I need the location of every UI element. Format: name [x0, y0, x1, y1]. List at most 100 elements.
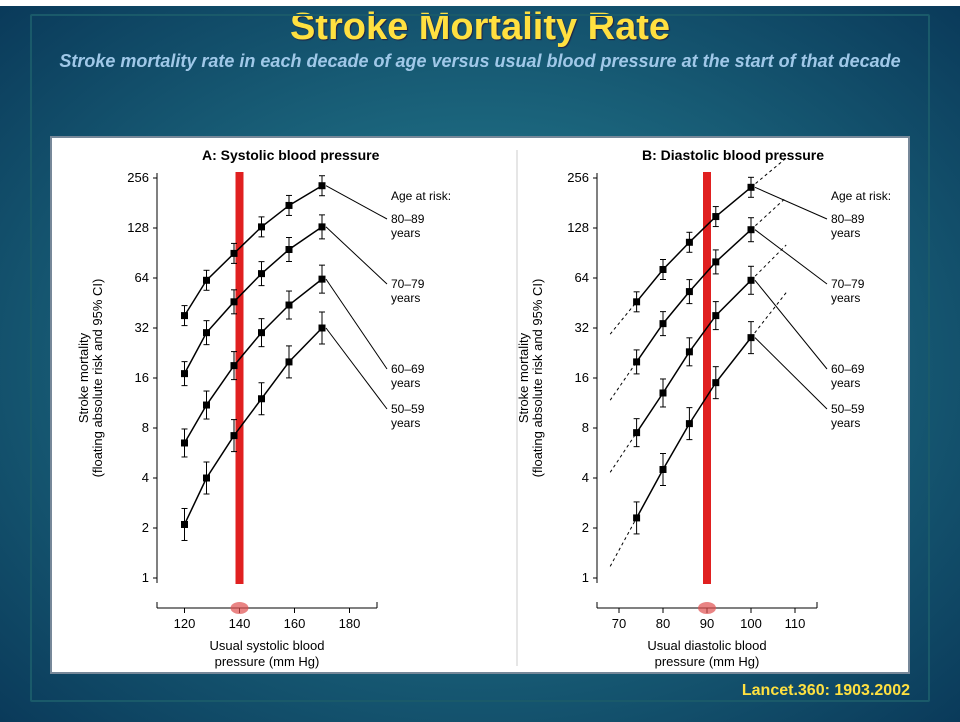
legend-header: Age at risk:: [831, 189, 891, 203]
data-marker: [712, 312, 719, 319]
series-line: [637, 280, 751, 432]
legend-label: years: [831, 416, 860, 430]
data-marker: [181, 439, 188, 446]
data-marker: [748, 184, 755, 191]
y-tick-label: 256: [567, 170, 589, 185]
data-marker: [660, 266, 667, 273]
y-tick-label: 1: [582, 570, 589, 585]
data-marker: [286, 246, 293, 253]
legend-label: years: [831, 376, 860, 390]
data-marker: [258, 395, 265, 402]
y-tick-label: 128: [567, 220, 589, 235]
slide: Stroke Mortality Rate Stroke mortality r…: [0, 6, 960, 722]
y-tick-label: 4: [582, 470, 589, 485]
citation: Lancet.360: 1903.2002: [742, 682, 910, 700]
x-tick-label: 140: [229, 616, 251, 631]
data-marker: [181, 370, 188, 377]
y-tick-label: 4: [142, 470, 149, 485]
y-tick-label: 1: [142, 570, 149, 585]
legend-label: 80–89: [831, 212, 865, 226]
data-marker: [686, 288, 693, 295]
y-tick-label: 2: [582, 520, 589, 535]
data-marker: [231, 298, 238, 305]
data-marker: [286, 358, 293, 365]
x-tick-label: 100: [740, 616, 762, 631]
data-marker: [286, 202, 293, 209]
legend-label: 80–89: [391, 212, 425, 226]
y-tick-label: 2: [142, 520, 149, 535]
series-line: [185, 279, 323, 443]
y-tick-label: 64: [135, 270, 149, 285]
series-line: [637, 338, 751, 518]
highlight-bar: [703, 172, 711, 584]
legend-header: Age at risk:: [391, 189, 451, 203]
legend-label: years: [391, 226, 420, 240]
y-axis-sublabel: (floating absolute risk and 95% CI): [90, 279, 105, 478]
legend-label: 60–69: [831, 362, 865, 376]
y-tick-label: 16: [575, 370, 589, 385]
x-tick-label: 180: [339, 616, 361, 631]
data-marker: [203, 402, 210, 409]
data-marker: [203, 475, 210, 482]
x-axis-label: pressure (mm Hg): [655, 654, 760, 669]
legend-label: 70–79: [391, 277, 425, 291]
x-tick-label: 70: [612, 616, 626, 631]
series-line: [185, 328, 323, 524]
x-tick-label: 80: [656, 616, 670, 631]
legend-label: years: [391, 291, 420, 305]
legend-label: years: [831, 291, 860, 305]
y-tick-label: 8: [142, 420, 149, 435]
series-line: [185, 227, 323, 374]
data-marker: [181, 312, 188, 319]
data-marker: [258, 329, 265, 336]
data-marker: [686, 420, 693, 427]
data-marker: [286, 302, 293, 309]
panel-title: B: Diastolic blood pressure: [642, 147, 824, 163]
data-marker: [712, 379, 719, 386]
data-marker: [660, 320, 667, 327]
x-tick-label: 110: [785, 616, 806, 631]
data-marker: [231, 432, 238, 439]
data-marker: [319, 276, 326, 283]
mortality-chart: A: Systolic blood pressure12481632641282…: [52, 138, 912, 676]
data-marker: [748, 226, 755, 233]
legend-label: 70–79: [831, 277, 865, 291]
highlight-dot: [698, 602, 716, 614]
data-marker: [203, 277, 210, 284]
data-marker: [660, 389, 667, 396]
data-marker: [748, 277, 755, 284]
legend-label: years: [831, 226, 860, 240]
y-tick-label: 128: [127, 220, 149, 235]
data-marker: [319, 223, 326, 230]
y-tick-label: 8: [582, 420, 589, 435]
data-marker: [258, 223, 265, 230]
series-line: [637, 230, 751, 362]
data-marker: [712, 213, 719, 220]
data-marker: [203, 329, 210, 336]
x-axis-label: pressure (mm Hg): [215, 654, 320, 669]
data-marker: [319, 182, 326, 189]
x-tick-label: 90: [700, 616, 714, 631]
y-tick-label: 256: [127, 170, 149, 185]
data-marker: [660, 466, 667, 473]
x-axis-label: Usual systolic blood: [210, 638, 325, 653]
data-marker: [633, 298, 640, 305]
data-marker: [633, 358, 640, 365]
legend-label: years: [391, 376, 420, 390]
data-marker: [181, 521, 188, 528]
y-axis-label: Stroke mortality: [516, 332, 531, 423]
data-marker: [319, 325, 326, 332]
legend-label: 50–59: [391, 402, 425, 416]
x-tick-label: 160: [284, 616, 306, 631]
highlight-bar: [236, 172, 244, 584]
data-marker: [748, 334, 755, 341]
data-marker: [258, 270, 265, 277]
data-marker: [633, 429, 640, 436]
panel-title: A: Systolic blood pressure: [202, 147, 380, 163]
y-tick-label: 64: [575, 270, 589, 285]
legend-label: 60–69: [391, 362, 425, 376]
y-tick-label: 32: [575, 320, 589, 335]
data-marker: [686, 239, 693, 246]
legend-label: years: [391, 416, 420, 430]
y-axis-sublabel: (floating absolute risk and 95% CI): [530, 279, 545, 478]
